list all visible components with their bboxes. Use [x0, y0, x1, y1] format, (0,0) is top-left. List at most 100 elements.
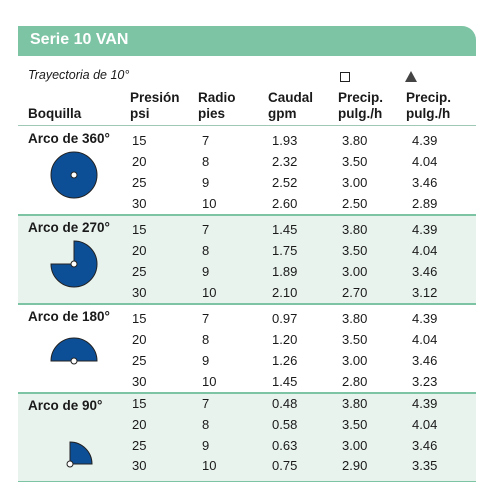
cell-presion: 20: [132, 332, 147, 347]
cell-precip-square: 2.50: [342, 196, 368, 211]
column-header-caudal-line2: gpm: [268, 106, 297, 121]
cell-precip-triangle: 4.04: [412, 154, 438, 169]
arc-label: Arco de 360°: [28, 131, 110, 146]
title-banner: Serie 10 VAN: [18, 26, 476, 56]
cell-presion: 20: [132, 154, 147, 169]
cell-precip-square: 3.00: [342, 175, 368, 190]
cell-caudal: 2.52: [272, 175, 298, 190]
cell-radio: 10: [202, 196, 217, 211]
cell-caudal: 0.63: [272, 438, 298, 453]
cell-precip-triangle: 3.12: [412, 285, 438, 300]
cell-precip-square: 3.80: [342, 133, 368, 148]
cell-presion: 20: [132, 417, 147, 432]
column-header-precip-triangle-line2: pulg./h: [406, 106, 451, 121]
cell-precip-triangle: 4.04: [412, 332, 438, 347]
column-header-caudal-line1: Caudal: [268, 90, 314, 105]
arc-label: Arco de 270°: [28, 220, 110, 235]
cell-radio: 7: [202, 311, 210, 326]
cell-radio: 10: [202, 458, 217, 473]
cell-radio: 9: [202, 353, 210, 368]
nozzle-90-icon: [66, 441, 93, 468]
cell-presion: 15: [132, 222, 147, 237]
square-spacing-icon: [340, 72, 350, 82]
cell-presion: 25: [132, 353, 147, 368]
cell-presion: 15: [132, 311, 147, 326]
cell-presion: 25: [132, 438, 147, 453]
cell-caudal: 1.75: [272, 243, 298, 258]
column-header-precip-triangle-line1: Precip.: [406, 90, 452, 105]
cell-radio: 9: [202, 175, 210, 190]
cell-caudal: 0.97: [272, 311, 298, 326]
group-divider: [18, 392, 476, 394]
nozzle-360-icon: [50, 151, 98, 199]
cell-caudal: 1.45: [272, 222, 298, 237]
nozzle-group-180: Arco de 180° 15 7 0.97 3.80 4.39 20 8 1.…: [18, 305, 476, 392]
bottom-divider: [18, 481, 476, 482]
cell-precip-square: 3.50: [342, 417, 368, 432]
cell-precip-square: 3.50: [342, 332, 368, 347]
cell-precip-triangle: 3.46: [412, 175, 438, 190]
cell-precip-triangle: 3.23: [412, 374, 438, 389]
cell-presion: 25: [132, 264, 147, 279]
cell-caudal: 1.45: [272, 374, 298, 389]
cell-precip-triangle: 3.35: [412, 458, 438, 473]
cell-caudal: 2.32: [272, 154, 298, 169]
cell-caudal: 2.10: [272, 285, 298, 300]
nozzle-180-icon: [50, 337, 98, 365]
cell-radio: 7: [202, 222, 210, 237]
column-header-presion: Presión psi: [130, 90, 180, 122]
cell-precip-square: 3.00: [342, 353, 368, 368]
cell-radio: 10: [202, 374, 217, 389]
cell-presion: 15: [132, 133, 147, 148]
cell-presion: 15: [132, 396, 147, 411]
cell-precip-triangle: 4.39: [412, 133, 438, 148]
nozzle-group-90: Arco de 90° 15 7 0.48 3.80 4.39 20 8 0.5…: [18, 394, 476, 481]
cell-radio: 7: [202, 133, 210, 148]
cell-precip-triangle: 2.89: [412, 196, 438, 211]
cell-radio: 7: [202, 396, 210, 411]
arc-label: Arco de 90°: [28, 398, 103, 413]
column-header-radio-line1: Radio: [198, 90, 236, 105]
cell-precip-square: 2.90: [342, 458, 368, 473]
table-title: Serie 10 VAN: [30, 31, 129, 48]
cell-radio: 9: [202, 264, 210, 279]
cell-caudal: 0.48: [272, 396, 298, 411]
cell-precip-triangle: 4.39: [412, 396, 438, 411]
column-header-precip-square: Precip. pulg./h: [338, 90, 383, 122]
arc-label: Arco de 180°: [28, 309, 110, 324]
cell-radio: 8: [202, 417, 210, 432]
column-header-precip-triangle: Precip. pulg./h: [406, 90, 451, 122]
group-divider: [18, 303, 476, 305]
column-header-presion-line1: Presión: [130, 90, 180, 105]
cell-precip-square: 3.50: [342, 243, 368, 258]
cell-precip-square: 2.80: [342, 374, 368, 389]
cell-radio: 9: [202, 438, 210, 453]
cell-precip-square: 2.70: [342, 285, 368, 300]
cell-precip-square: 3.00: [342, 264, 368, 279]
column-header-radio: Radio pies: [198, 90, 236, 122]
cell-precip-triangle: 3.46: [412, 438, 438, 453]
cell-precip-triangle: 3.46: [412, 353, 438, 368]
group-divider: [18, 214, 476, 216]
cell-presion: 25: [132, 175, 147, 190]
cell-radio: 8: [202, 154, 210, 169]
column-header-caudal: Caudal gpm: [268, 90, 313, 122]
cell-presion: 30: [132, 374, 147, 389]
triangle-spacing-icon: [405, 71, 417, 82]
column-header-precip-square-line2: pulg./h: [338, 106, 383, 121]
cell-precip-square: 3.80: [342, 396, 368, 411]
cell-caudal: 1.20: [272, 332, 298, 347]
column-header-boquilla: Boquilla: [28, 106, 82, 121]
cell-caudal: 0.75: [272, 458, 298, 473]
header-divider: [18, 125, 476, 126]
column-header-presion-line2: psi: [130, 106, 150, 121]
column-header-precip-square-line1: Precip.: [338, 90, 384, 105]
cell-caudal: 1.89: [272, 264, 298, 279]
nozzle-270-icon: [50, 240, 98, 288]
cell-precip-square: 3.80: [342, 311, 368, 326]
cell-radio: 8: [202, 332, 210, 347]
cell-presion: 20: [132, 243, 147, 258]
cell-precip-triangle: 4.39: [412, 222, 438, 237]
trajectory-subtitle: Trayectoria de 10°: [28, 68, 130, 82]
